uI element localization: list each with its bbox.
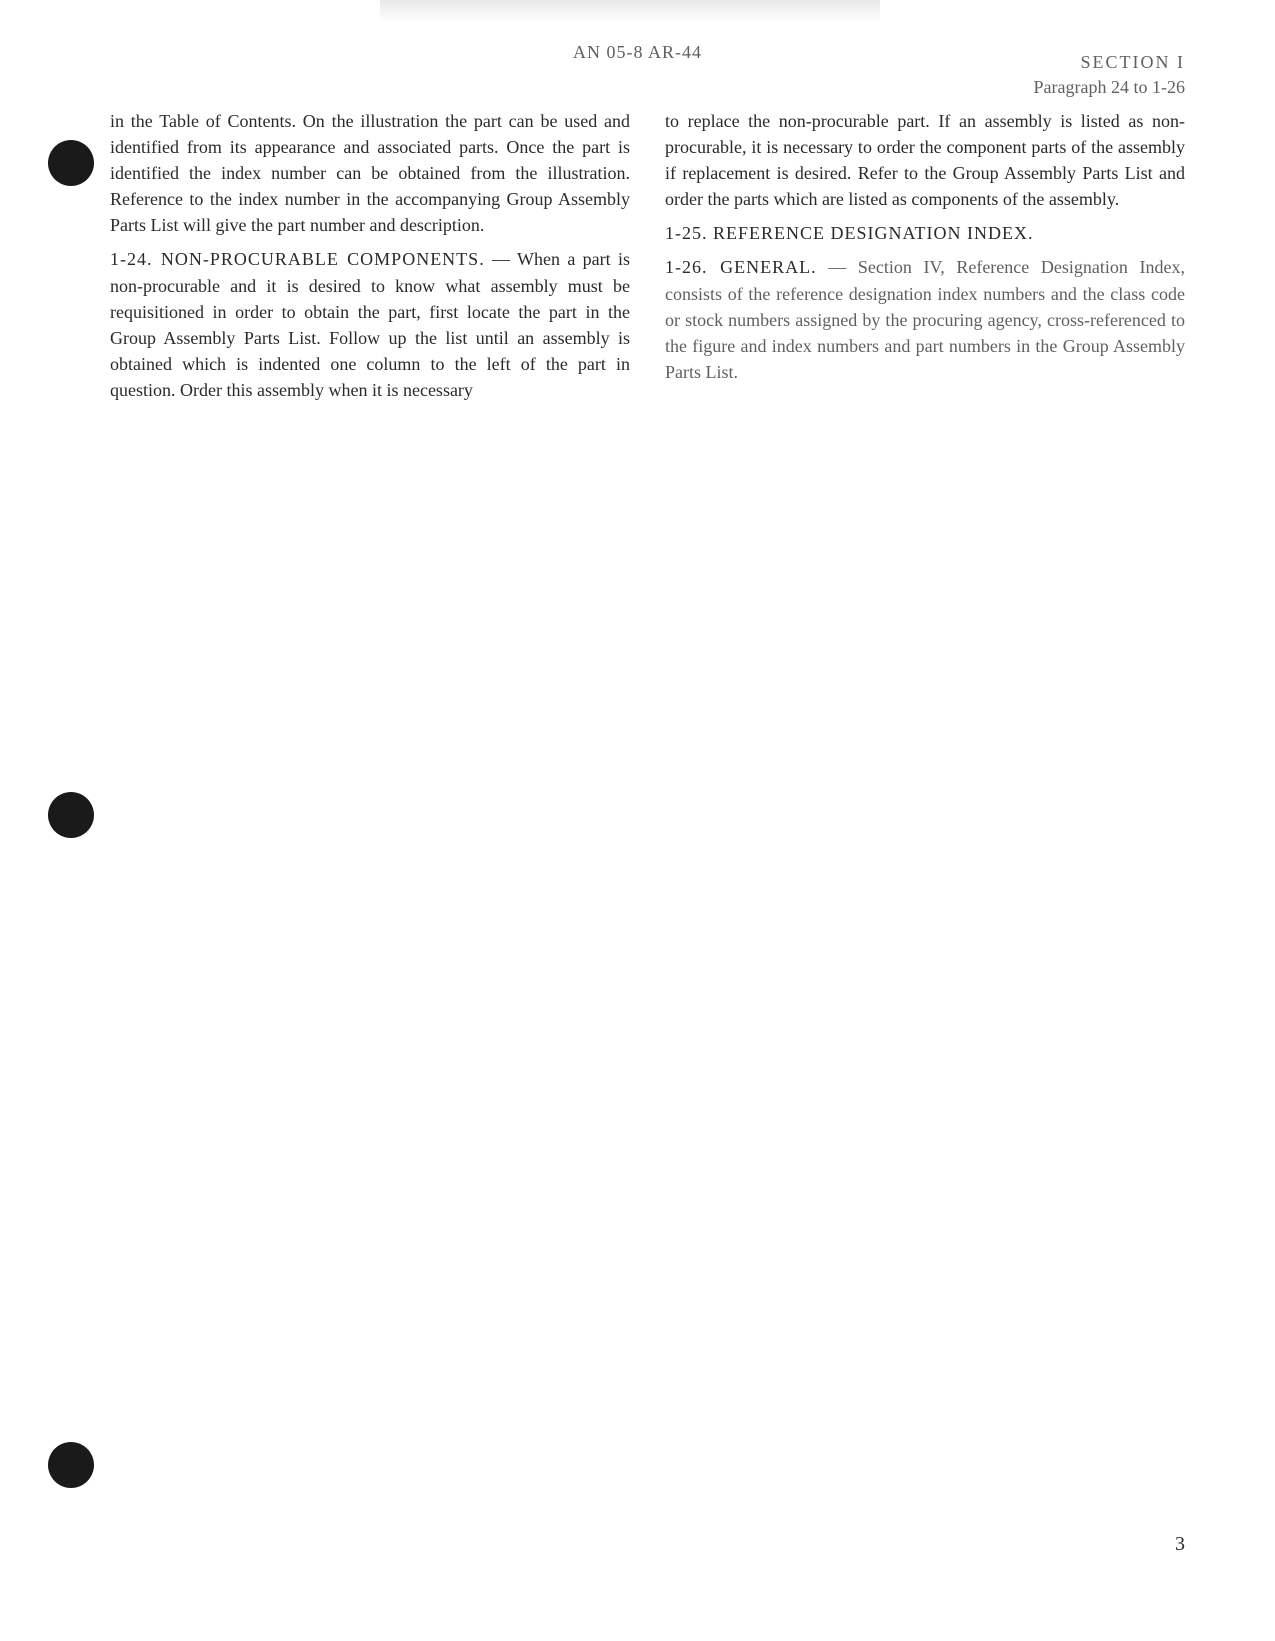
header-section: SECTION I [1034,50,1185,75]
punch-hole-icon [48,140,94,186]
header-paragraph-range: Paragraph 24 to 1-26 [1034,75,1185,100]
paragraph-1-24: 1-24. NON-PROCURABLE COMPONENTS. — When … [110,246,630,403]
header-right-block: SECTION I Paragraph 24 to 1-26 [1034,50,1185,100]
punch-hole-icon [48,792,94,838]
paragraph-1-25: 1-25. REFERENCE DESIGNATION INDEX. [665,220,1185,246]
header-doc-number: AN 05-8 AR-44 [573,42,702,63]
right-column: to replace the non-procurable part. If a… [665,108,1185,411]
para-1-26-heading: 1-26. GENERAL. [665,257,817,277]
page-number: 3 [1175,1533,1185,1556]
punch-hole-icon [48,1442,94,1488]
document-page: AN 05-8 AR-44 SECTION I Paragraph 24 to … [0,0,1275,1641]
scan-artifact [380,0,880,22]
para-1-25-heading: 1-25. REFERENCE DESIGNATION INDEX. [665,223,1033,243]
paragraph-continuation: in the Table of Contents. On the illustr… [110,108,630,238]
content-columns: in the Table of Contents. On the illustr… [110,108,1185,411]
paragraph-1-26: 1-26. GENERAL. — Section IV, Reference D… [665,254,1185,384]
para-1-24-body: — When a part is non-procurable and it i… [110,249,630,399]
para-1-24-heading: 1-24. NON-PROCURABLE COMPONENTS. [110,249,485,269]
paragraph-continuation-right: to replace the non-procurable part. If a… [665,108,1185,212]
left-column: in the Table of Contents. On the illustr… [110,108,630,411]
